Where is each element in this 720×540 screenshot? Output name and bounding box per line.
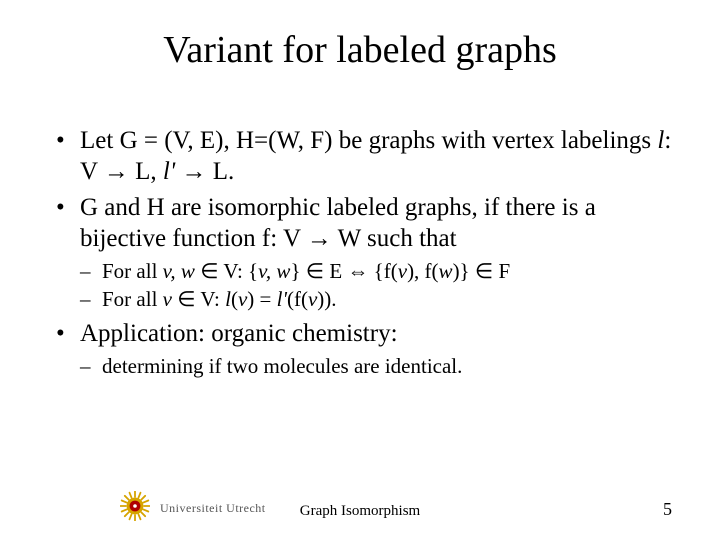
symbol: ⇔ [347,259,368,283]
bullet-item: G and H are isomorphic labeled graphs, i… [56,193,676,313]
text-run: For all [102,287,163,311]
symbol: → [104,158,129,185]
italic-text: v [163,287,178,311]
italic-text: v [238,287,247,311]
sub-bullet-item: For all v, w ∈ V: {v, w} ∈ E ⇔ {f(v), f(… [80,258,676,284]
symbol: ∈ [475,259,493,283]
symbol: ∈ [177,287,195,311]
symbol: ∈ [306,259,324,283]
symbol: ∈ [200,259,218,283]
text-run: F [493,259,510,283]
text-run: Let G = (V, E), H=(W, F) be graphs with … [80,127,657,154]
bullet-item: Application: organic chemistry: determini… [56,319,676,380]
slide-body: Let G = (V, E), H=(W, F) be graphs with … [56,126,676,385]
text-run: ), f( [407,259,438,283]
page-number: 5 [663,499,672,520]
text-run: {f( [368,259,397,283]
text-run: determining if two molecules are identic… [102,354,462,378]
text-run: L, [129,158,163,185]
text-run: V: [196,287,226,311]
italic-text: l' [277,287,287,311]
text-run: E [324,259,347,283]
italic-text: v, w [163,259,201,283]
text-run: (f( [287,287,308,311]
symbol: → [307,225,332,252]
text-run: For all [102,259,163,283]
italic-text: v [398,259,407,283]
slide-footer: Universiteit Utrecht Graph Isomorphism 5 [0,492,720,526]
bullet-list: Let G = (V, E), H=(W, F) be graphs with … [56,126,676,379]
text-run: V: { [219,259,259,283]
footer-center-label: Graph Isomorphism [0,503,720,520]
slide: { "title": { "text": "Variant for labele… [0,0,720,540]
text-run: )} [453,259,475,283]
symbol: → [181,158,206,185]
text-run: Application: organic chemistry: [80,320,398,347]
title-text: Variant for labeled graphs [163,29,557,71]
italic-text: l' [163,158,175,185]
italic-text: w [439,259,453,283]
text-run: } [290,259,305,283]
italic-text: v [308,287,317,311]
sub-bullet-list: determining if two molecules are identic… [80,353,676,379]
text-run: ( [231,287,238,311]
slide-title: Variant for labeled graphs [0,28,720,72]
bullet-item: Let G = (V, E), H=(W, F) be graphs with … [56,126,676,187]
text-run: ) = [247,287,276,311]
italic-text: v, w [258,259,290,283]
sub-bullet-item: determining if two molecules are identic… [80,353,676,379]
text-run: L. [206,158,234,185]
text-run: )). [317,287,336,311]
text-run: W such that [332,225,457,252]
sub-bullet-item: For all v ∈ V: l(v) = l'(f(v)). [80,286,676,312]
sub-bullet-list: For all v, w ∈ V: {v, w} ∈ E ⇔ {f(v), f(… [80,258,676,313]
